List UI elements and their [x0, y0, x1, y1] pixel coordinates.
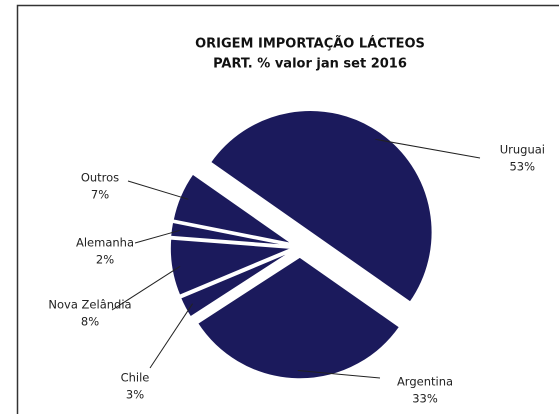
slice-value-label: 3% [126, 388, 144, 402]
slice-value-label: 33% [412, 392, 438, 406]
slice-value-label: 7% [91, 188, 109, 202]
slice-label: Outros [81, 171, 119, 185]
leader-line [111, 265, 181, 311]
slice-label: Alemanha [76, 236, 134, 250]
pie-slice [169, 238, 293, 297]
chart-title: ORIGEM IMPORTAÇÃO LÁCTEOS [195, 36, 425, 52]
chart-subtitle: PART. % valor jan set 2016 [213, 57, 407, 72]
pie-slice [209, 109, 434, 304]
slice-value-label: 2% [96, 253, 114, 267]
leader-line [375, 138, 481, 159]
leader-line [297, 369, 381, 379]
pie-slice [179, 250, 294, 319]
slice-value-label: 53% [509, 160, 535, 174]
slice-value-label: 8% [81, 315, 99, 329]
pie-slice [172, 172, 294, 245]
leader-line [149, 303, 194, 369]
leader-line [134, 229, 180, 244]
pie-slice [196, 256, 401, 380]
pie-slice [169, 221, 293, 247]
leader-line [127, 180, 189, 200]
slice-label: Uruguai [500, 143, 545, 157]
slice-label: Argentina [397, 375, 453, 389]
slice-label: Nova Zelândia [48, 298, 131, 312]
slice-label: Chile [121, 371, 150, 385]
